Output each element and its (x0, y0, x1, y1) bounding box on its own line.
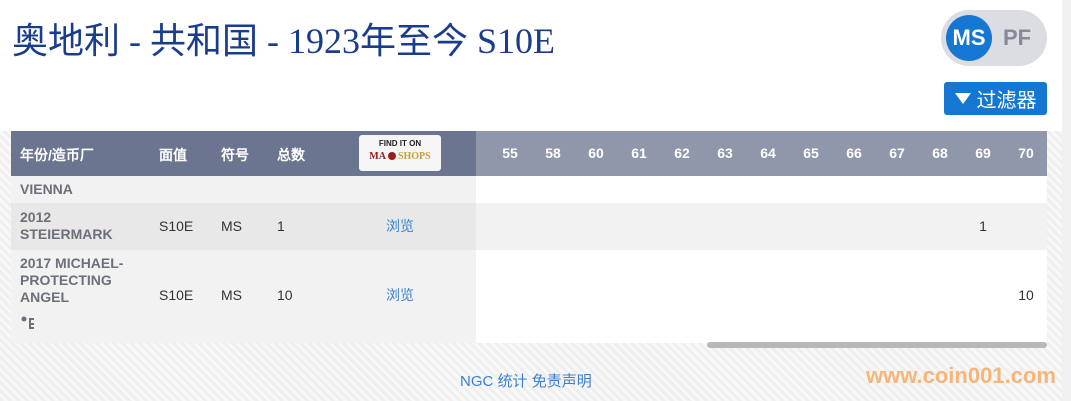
grade-header-64: 64 (760, 145, 776, 161)
browse-link[interactable]: 浏览 (386, 218, 414, 234)
page-title: 奥地利 - 共和国 - 1923年至今 S10E (12, 21, 555, 61)
row-name: 2012 STEIERMARK (20, 209, 113, 242)
mashops-logo-link[interactable]: FIND IT ON MA SHOPS (359, 135, 441, 171)
vertical-scrollbar[interactable] (1062, 0, 1071, 401)
table-row: 2017 MICHAEL-PROTECTING ANGEL S10E MS 10… (11, 250, 476, 343)
page-header (0, 0, 1062, 131)
browse-link[interactable]: 浏览 (386, 287, 414, 303)
grade-columns: 55 58 60 61 62 63 64 65 66 67 68 69 70 1 10 (476, 131, 1047, 343)
row-total: 1 (277, 218, 285, 234)
pf-option[interactable]: PF (1003, 25, 1032, 50)
grade-count[interactable]: 10 (1018, 287, 1034, 303)
grade-count[interactable]: 1 (979, 218, 987, 234)
filter-label: 过滤器 (976, 90, 1037, 112)
footer-links: NGC 统计 免责声明 (460, 370, 592, 391)
grade-header-58: 58 (545, 145, 561, 161)
group-grade-row (476, 176, 1047, 203)
mashops-shops: SHOPS (397, 151, 431, 162)
grade-header-60: 60 (588, 145, 604, 161)
row-denom: S10E (159, 287, 194, 303)
watermark: www.coin001.com (866, 363, 1056, 388)
row-symbol: MS (221, 287, 242, 303)
ms-pf-toggle[interactable]: MS PF (941, 10, 1047, 66)
group-row: VIENNA (11, 176, 476, 203)
group-label: VIENNA (20, 181, 73, 197)
grade-header-63: 63 (717, 145, 733, 161)
mashops-line1: FIND IT ON (378, 139, 422, 148)
ms-option[interactable]: MS (946, 15, 992, 61)
header-year-mint: 年份/造币厂 (20, 147, 94, 163)
grade-header-62: 62 (674, 145, 690, 161)
grade-header-61: 61 (631, 145, 647, 161)
row-symbol: MS (221, 218, 242, 234)
grade-row: 1 (476, 203, 1047, 250)
grade-header-68: 68 (932, 145, 948, 161)
grade-header: 55 58 60 61 62 63 64 65 66 67 68 69 70 (476, 131, 1047, 176)
grade-header-66: 66 (846, 145, 862, 161)
row-name: 2017 MICHAEL-PROTECTING ANGEL (20, 255, 124, 305)
row-denom: S10E (159, 218, 194, 234)
grade-row: 10 (476, 250, 1047, 343)
mashops-dot (387, 152, 396, 160)
header-denomination: 面值 (159, 147, 187, 163)
grade-header-70: 70 (1018, 145, 1034, 161)
grade-header-55: 55 (502, 145, 518, 161)
variety-tree-icon[interactable] (21, 316, 35, 330)
grade-header-67: 67 (889, 145, 905, 161)
population-table: 年份/造币厂 面值 符号 总数 FIND IT ON MA SHOPS VIENNA… (11, 131, 476, 343)
table-header: 年份/造币厂 面值 符号 总数 FIND IT ON MA SHOPS (11, 131, 476, 176)
mashops-ma: MA (369, 151, 386, 162)
header-total: 总数 (277, 147, 305, 163)
horizontal-scrollbar[interactable] (707, 342, 1047, 348)
table-row: 2012 STEIERMARK S10E MS 1 浏览 (11, 203, 476, 250)
filter-icon (954, 93, 971, 104)
grade-header-65: 65 (803, 145, 819, 161)
header-symbol: 符号 (221, 147, 249, 163)
grade-header-69: 69 (975, 145, 991, 161)
ngc-stats-link[interactable]: NGC 统计 (460, 373, 528, 390)
row-total: 10 (277, 287, 293, 303)
filter-button[interactable]: 过滤器 (944, 82, 1047, 115)
disclaimer-link[interactable]: 免责声明 (531, 373, 592, 390)
